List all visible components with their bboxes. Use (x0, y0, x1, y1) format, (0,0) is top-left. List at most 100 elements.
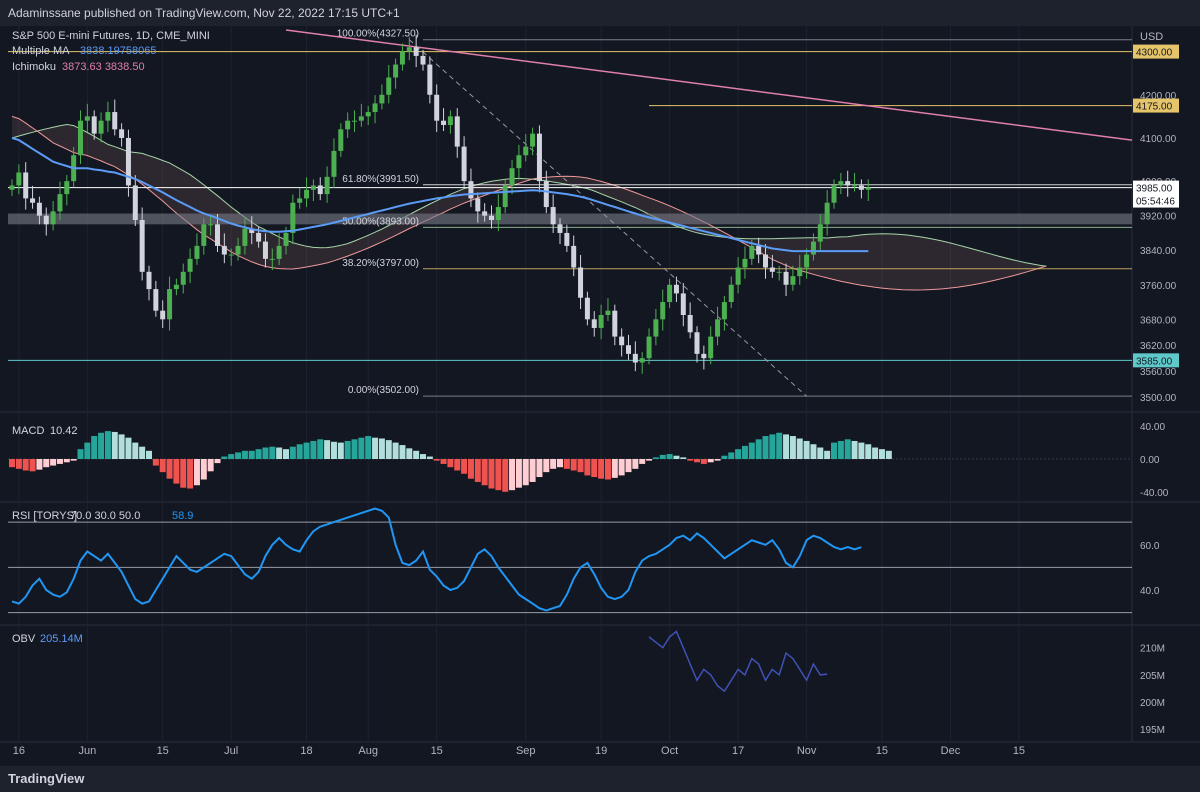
candle-body (201, 224, 207, 246)
candle-body (215, 224, 220, 246)
candle-body (331, 150, 337, 177)
candle-body (167, 289, 173, 320)
price-axis[interactable]: 4200.004100.004000.003920.003840.003760.… (1133, 44, 1179, 737)
candle-body (584, 297, 590, 320)
macd-bar (118, 434, 125, 459)
macd-bar (324, 440, 331, 459)
candle-body (393, 64, 399, 78)
candle-body (721, 302, 727, 320)
obv-tick-label: 210M (1140, 644, 1165, 655)
macd-bar (344, 440, 351, 459)
macd-bar (865, 444, 872, 459)
macd-bar (515, 459, 522, 488)
obv-tick-label: 195M (1140, 725, 1165, 736)
macd-bar (728, 452, 735, 459)
candle-body (543, 181, 549, 208)
macd-bar (221, 456, 228, 459)
price-label-box (1133, 180, 1179, 195)
candle-body (352, 120, 357, 122)
macd-bar (447, 459, 454, 468)
macd-bar (56, 459, 63, 464)
trading-chart[interactable]: 100.00%(4327.50) 61.80%(3991.50) 50.00%(38… (0, 26, 1200, 766)
candle-body (187, 258, 193, 272)
currency-label: USD (1140, 31, 1163, 43)
candle-body (728, 284, 734, 303)
candle-body (105, 112, 111, 121)
candle-body (310, 185, 316, 190)
macd-bar (700, 459, 707, 464)
rsi-value: 58.9 (172, 510, 193, 522)
candle-body (598, 315, 604, 328)
macd-bar (365, 436, 372, 459)
candle-body (180, 271, 186, 285)
candle-body (797, 267, 803, 277)
price-pane[interactable]: 100.00%(4327.50) 61.80%(3991.50) 50.00%(38… (8, 29, 1133, 397)
macd-bar (166, 459, 173, 479)
macd-bar (283, 449, 289, 459)
rsi-pane[interactable] (8, 507, 1132, 614)
macd-bar (646, 459, 653, 461)
time-tick-label: Jun (78, 745, 96, 757)
candle-body (160, 310, 166, 320)
macd-bar (632, 459, 639, 469)
macd-bar (276, 447, 283, 459)
macd-bar (159, 459, 166, 473)
macd-bar (639, 459, 646, 464)
obv-tick-label: 200M (1140, 698, 1165, 709)
macd-bar (289, 446, 296, 459)
macd-pane[interactable] (8, 431, 1132, 492)
candle-body (660, 302, 666, 320)
time-tick-label: Dec (941, 745, 961, 757)
candle-body (482, 211, 488, 216)
candle-body (783, 271, 789, 285)
tradingview-logo[interactable]: TradingView (8, 771, 85, 786)
price-label-box (1133, 44, 1179, 59)
macd-bar (50, 459, 57, 466)
macd-bar (433, 459, 440, 461)
candle-body (50, 211, 56, 225)
macd-bar (303, 442, 310, 459)
macd-bar (837, 440, 844, 459)
pane-labels: S&P 500 E-mini Futures, 1D, CME_MINI Mul… (12, 30, 1163, 645)
candle-body (530, 133, 536, 147)
obv-pane[interactable] (648, 630, 828, 693)
macd-bar (570, 459, 577, 471)
price-tick-label: 3620.00 (1140, 341, 1177, 352)
candle-body (639, 358, 645, 363)
macd-bar (399, 445, 406, 459)
rsi-tick-label: 60.0 (1140, 541, 1160, 552)
rsi-params: 70.0 30.0 50.0 (70, 510, 140, 522)
candle-body (78, 120, 83, 156)
time-tick-label: Sep (516, 745, 536, 757)
time-axis[interactable]: 16 Jun 15 Jul 18 Aug 15 Sep 19 Oct 17 Nov 15 Dec 15 (13, 745, 1025, 757)
chart-title: S&P 500 E-mini Futures, 1D, CME_MINI (12, 30, 210, 42)
candle-body (804, 254, 810, 268)
price-label-text: 3985.00 (1136, 184, 1173, 195)
candle-body (338, 129, 344, 151)
macd-bar (563, 459, 570, 469)
time-tick-label: 15 (1013, 745, 1025, 757)
macd-bar (673, 455, 680, 459)
time-tick-label: 19 (595, 745, 607, 757)
macd-bar (659, 454, 666, 459)
macd-bar (481, 459, 488, 486)
candle-body (667, 284, 673, 303)
macd-bar (509, 459, 516, 491)
candle-body (776, 271, 782, 273)
price-label-box (1133, 98, 1179, 113)
fib-anchor-line (408, 39, 807, 397)
footer-bar: TradingView (0, 766, 1200, 792)
candle-body (125, 137, 131, 186)
candle-body (427, 64, 433, 95)
candle-body (749, 245, 755, 259)
candle-body (536, 133, 542, 182)
macd-tick-label: -40.00 (1140, 488, 1169, 499)
price-tick-label: 3920.00 (1140, 212, 1177, 223)
obv-value: 205.14M (40, 633, 83, 645)
time-tick-label: 16 (13, 745, 25, 757)
fib-level-label: 38.20%(3797.00) (342, 258, 419, 269)
candle-body (564, 232, 570, 246)
macd-bar (420, 454, 426, 459)
candle-body (269, 258, 275, 260)
macd-bar (461, 459, 468, 474)
